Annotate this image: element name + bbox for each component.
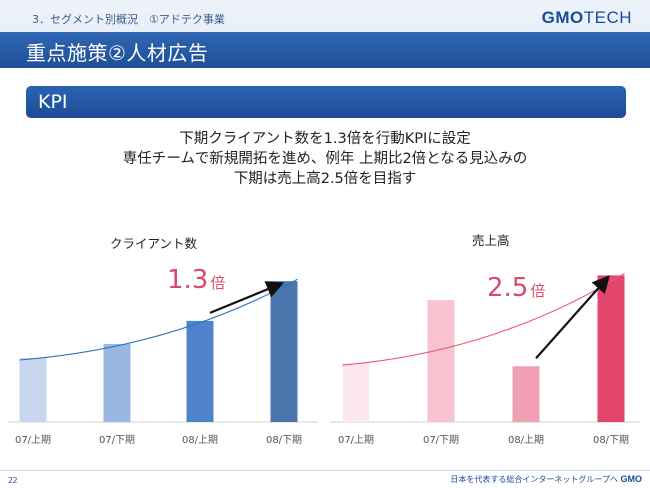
- message-line-3: 下期は売上高2.5倍を目指す: [233, 171, 417, 187]
- message-line-1: 下期クライアント数を1.3倍を行動KPIに設定: [179, 131, 471, 147]
- logo-secondary: TECH: [583, 8, 632, 27]
- chart-title-clients: クライアント数: [110, 236, 198, 251]
- x-tick-label: 08/上期: [508, 434, 544, 446]
- footer-brand: GMO: [620, 474, 643, 484]
- bar-2: [103, 343, 131, 422]
- breadcrumb: 3．セグメント別概況 ①アドテク事業: [32, 13, 225, 26]
- footer-divider: [0, 470, 650, 471]
- growth-annotation: 1.3 倍: [167, 265, 225, 295]
- chart-sales: 07/上期 07/下期 08/上期 08/下期 2.5 倍: [330, 272, 640, 446]
- message-line-2: 専任チームで新規開拓を進め、例年 上期比2倍となる見込みの: [122, 151, 528, 167]
- bar-4: [270, 281, 298, 422]
- growth-arrow: [535, 275, 610, 359]
- x-tick-label: 07/下期: [99, 434, 135, 446]
- title-band: [0, 32, 650, 68]
- x-tick-label: 08/下期: [593, 434, 629, 446]
- bar-3: [512, 366, 540, 422]
- kpi-section-label: KPI: [38, 91, 68, 113]
- x-tick-label: 07/上期: [338, 434, 374, 446]
- growth-arrow: [209, 281, 285, 314]
- x-tick-label: 07/上期: [15, 434, 51, 446]
- bar-3: [186, 320, 214, 422]
- footer: [0, 468, 650, 488]
- trend-line: [342, 272, 625, 366]
- bar-1: [342, 363, 370, 422]
- bar-1: [19, 358, 47, 422]
- x-tick-label: 08/上期: [182, 434, 218, 446]
- chart-title-sales: 売上高: [472, 233, 510, 248]
- kpi-section-box: [26, 86, 626, 118]
- logo-primary: GMO: [541, 8, 584, 27]
- x-tick-label: 07/下期: [423, 434, 459, 446]
- bar-4: [597, 275, 625, 422]
- page-number: 22: [8, 476, 18, 485]
- bar-2: [427, 300, 455, 422]
- trend-line: [19, 278, 298, 361]
- x-tick-label: 08/下期: [266, 434, 302, 446]
- growth-annotation: 2.5 倍: [487, 273, 545, 303]
- footer-tagline-text: 日本を代表する総合インターネットグループへ: [450, 475, 618, 484]
- chart-clients: 07/上期 07/下期 08/上期 08/下期 1.3 倍: [8, 265, 318, 446]
- footer-tagline: 日本を代表する総合インターネットグループへ GMO: [450, 474, 642, 485]
- page-title: 重点施策②人材広告: [26, 41, 209, 65]
- gmo-tech-logo: GMOTECH: [542, 8, 632, 28]
